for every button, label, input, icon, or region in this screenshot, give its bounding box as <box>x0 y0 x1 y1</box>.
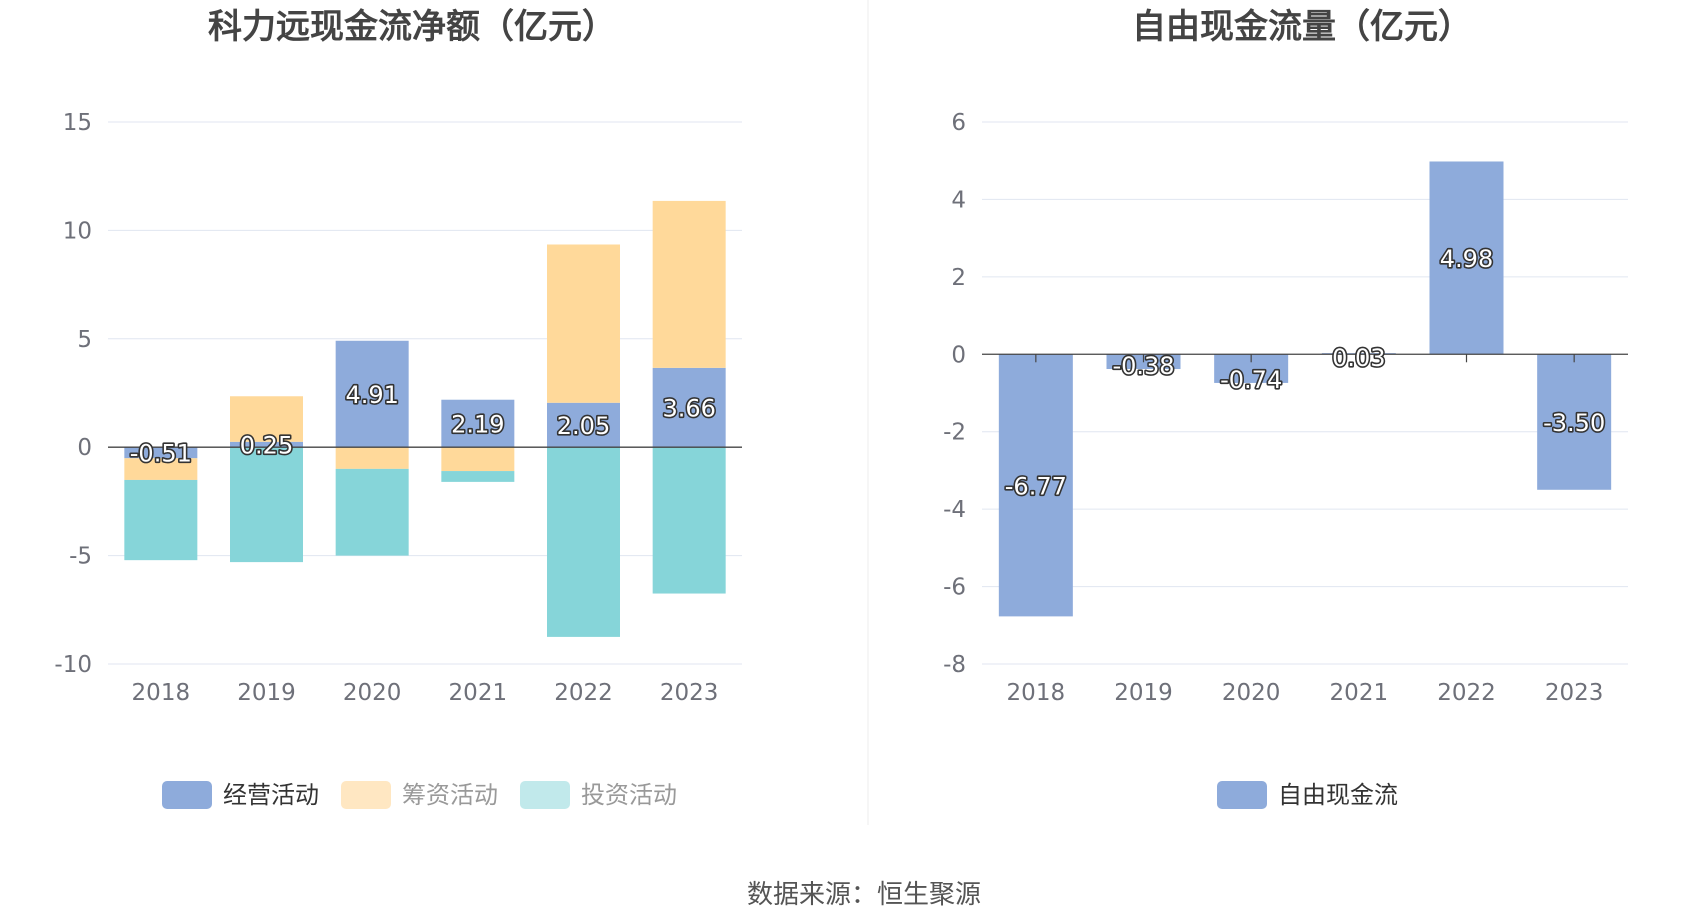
net-cash-flow-title: 科力远现金流净额（亿元） <box>208 7 616 47</box>
bar-investing-2022 <box>547 447 620 637</box>
free-cash-flow-axes: 6 4 2 0 -2 -4 -6 -8 2018 2019 2020 2021 2022 2023 <box>943 110 1628 706</box>
bar-operating-2018 <box>124 447 198 459</box>
free-cash-flow-x-tick-label: 2021 <box>1330 680 1389 706</box>
net-cash-flow-x-tick-label: 2022 <box>554 680 613 706</box>
legend-swatch-financing <box>341 781 391 809</box>
bar-operating-2021 <box>441 399 515 448</box>
data-label-free-cash-flow-2023: -3.50 <box>1543 409 1605 437</box>
free-cash-flow-legend: 自由现金流 <box>1217 781 1398 809</box>
net-cash-flow-x-tick-label: 2023 <box>660 680 719 706</box>
legend-label-free-cash-flow: 自由现金流 <box>1278 781 1398 809</box>
legend-item-operating[interactable]: 经营活动 <box>162 781 319 809</box>
free-cash-flow-y-tick-label: -4 <box>943 497 966 523</box>
free-cash-flow-y-tick-label: -8 <box>943 652 966 678</box>
legend-item-free-cash-flow[interactable]: 自由现金流 <box>1217 781 1398 809</box>
bar-investing-2023 <box>652 447 726 594</box>
net-cash-flow-bars <box>124 200 726 637</box>
data-source: 数据来源：恒生聚源 <box>747 880 981 910</box>
free-cash-flow-x-tick-label: 2022 <box>1437 680 1496 706</box>
data-label-free-cash-flow-2021: 0.03 <box>1332 344 1385 372</box>
net-cash-flow-data-labels: -0.51 0.25 4.91 2.19 2.05 3.66 <box>128 379 717 469</box>
data-label-operating-2021: 2.19 <box>451 410 504 438</box>
data-label-free-cash-flow-2019: -0.38 <box>1112 352 1174 380</box>
legend-swatch-free-cash-flow <box>1217 781 1267 809</box>
free-cash-flow-grid <box>982 121 1628 665</box>
bar-investing-2018 <box>124 479 198 561</box>
net-cash-flow-y-tick-label: 10 <box>63 218 92 244</box>
legend-label-financing: 筹资活动 <box>402 781 498 809</box>
net-cash-flow-x-tick-label: 2020 <box>343 680 402 706</box>
net-cash-flow-chart: 科力远现金流净额（亿元） 15 10 5 0 -5 -10 2018 2019 2020 2021… <box>54 7 742 809</box>
data-label-free-cash-flow-2022: 4.98 <box>1440 245 1493 273</box>
free-cash-flow-x-tick-label: 2023 <box>1545 680 1604 706</box>
bar-operating-2019 <box>230 441 303 448</box>
free-cash-flow-title: 自由现金流量（亿元） <box>1132 7 1472 47</box>
bar-investing-2019 <box>230 447 303 563</box>
free-cash-flow-x-tick-label: 2019 <box>1114 680 1173 706</box>
net-cash-flow-y-tick-label: 15 <box>63 110 92 136</box>
data-label-free-cash-flow-2018: -6.77 <box>1005 472 1067 500</box>
free-cash-flow-y-tick-label: 6 <box>951 110 966 136</box>
free-cash-flow-y-tick-label: 4 <box>951 187 966 213</box>
bar-free-cash-flow-2023 <box>1537 354 1612 490</box>
net-cash-flow-y-tick-label: -10 <box>54 652 92 678</box>
legend-swatch-investing <box>520 781 570 809</box>
legend-label-operating: 经营活动 <box>223 781 319 809</box>
bar-investing-2020 <box>335 468 409 556</box>
free-cash-flow-x-tick-label: 2020 <box>1222 680 1281 706</box>
free-cash-flow-y-tick-label: 0 <box>951 342 966 368</box>
free-cash-flow-x-tick-label: 2018 <box>1007 680 1066 706</box>
data-label-operating-2018: -0.51 <box>130 440 192 468</box>
free-cash-flow-y-tick-label: 2 <box>951 265 966 291</box>
free-cash-flow-data-labels: -6.77 -0.38 -0.74 0.03 4.98 -3.50 <box>1003 243 1607 502</box>
bar-financing-2021 <box>441 447 515 472</box>
free-cash-flow-y-tick-label: -6 <box>943 575 966 601</box>
net-cash-flow-x-tick-label: 2018 <box>132 680 191 706</box>
free-cash-flow-chart: 自由现金流量（亿元） 6 4 2 0 -2 -4 -6 -8 2018 2019 2020 2021 2… <box>943 7 1628 809</box>
bar-financing-2018 <box>124 458 198 480</box>
net-cash-flow-legend: 经营活动 筹资活动 投资活动 <box>162 781 677 809</box>
legend-label-investing: 投资活动 <box>581 781 677 809</box>
bar-financing-2020 <box>335 447 409 469</box>
free-cash-flow-y-tick-label: -2 <box>943 420 966 446</box>
data-label-operating-2022: 2.05 <box>557 412 610 440</box>
net-cash-flow-grid <box>108 121 742 665</box>
net-cash-flow-x-tick-label: 2019 <box>237 680 296 706</box>
bar-operating-2020 <box>335 340 409 448</box>
net-cash-flow-y-tick-label: 0 <box>77 435 92 461</box>
legend-item-financing[interactable]: 筹资活动 <box>341 781 498 809</box>
net-cash-flow-axes: 15 10 5 0 -5 -10 2018 2019 2020 2021 2022 2023 <box>54 110 742 706</box>
bar-financing-2023 <box>652 200 726 368</box>
bar-free-cash-flow-2018 <box>998 354 1073 617</box>
net-cash-flow-y-tick-label: 5 <box>77 327 92 353</box>
free-cash-flow-bars <box>998 161 1612 617</box>
net-cash-flow-y-tick-label: -5 <box>69 544 92 570</box>
bar-financing-2019 <box>230 396 303 442</box>
data-label-operating-2023: 3.66 <box>662 395 715 423</box>
data-label-operating-2019: 0.25 <box>240 431 293 459</box>
legend-swatch-operating <box>162 781 212 809</box>
bar-operating-2023 <box>652 367 726 448</box>
bar-investing-2021 <box>441 471 515 482</box>
data-label-free-cash-flow-2020: -0.74 <box>1220 366 1282 394</box>
bar-operating-2022 <box>547 402 620 448</box>
data-label-operating-2020: 4.91 <box>345 381 398 409</box>
bar-financing-2022 <box>547 244 620 403</box>
bar-free-cash-flow-2022 <box>1429 161 1504 355</box>
net-cash-flow-x-tick-label: 2021 <box>449 680 508 706</box>
legend-item-investing[interactable]: 投资活动 <box>520 781 677 809</box>
